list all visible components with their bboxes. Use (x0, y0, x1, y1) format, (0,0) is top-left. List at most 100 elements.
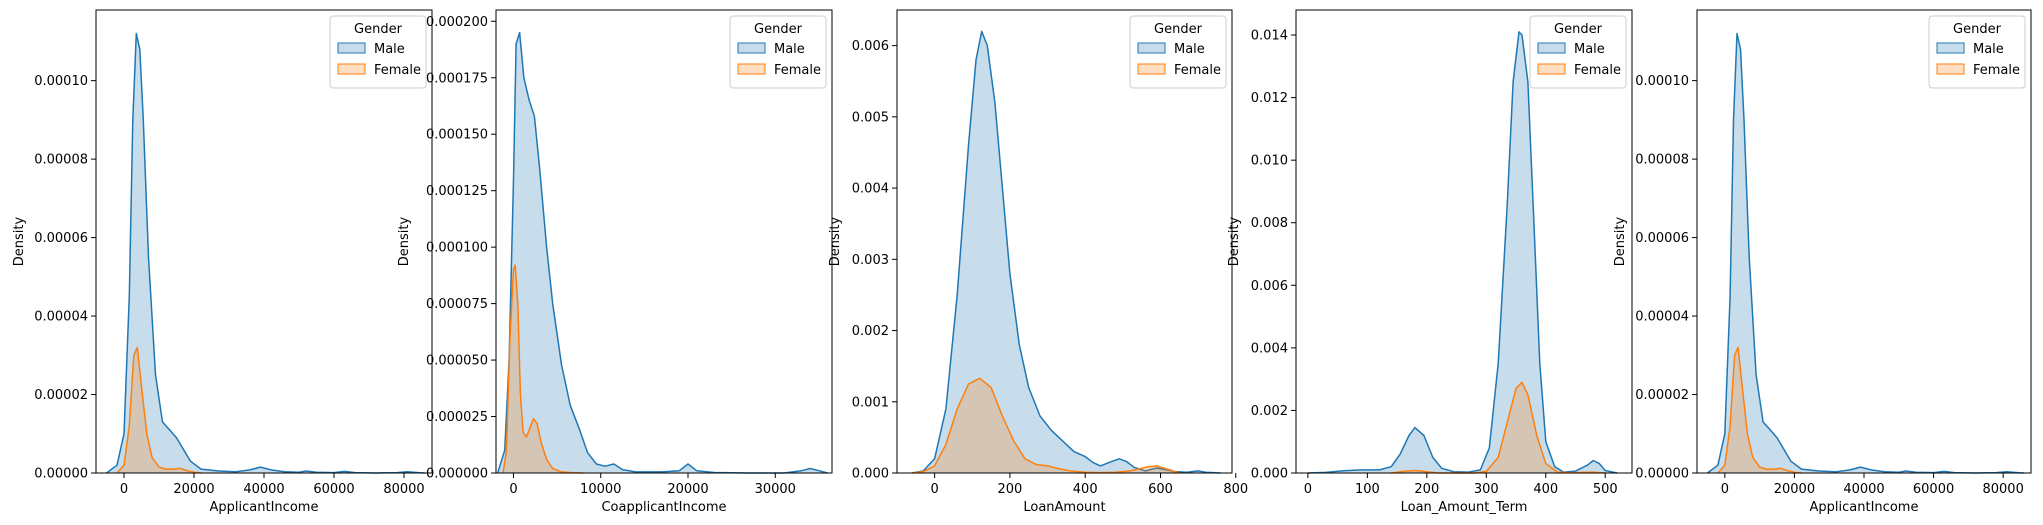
y-tick-label: 0.00006 (1635, 231, 1689, 246)
x-tick-label: 200 (998, 482, 1023, 497)
x-tick-label: 60000 (313, 482, 354, 497)
x-axis-label: Loan_Amount_Term (1401, 500, 1528, 515)
x-tick-label: 0 (120, 482, 128, 497)
chart-panel-4: 0.000 0.002 0.004 0.006 0.008 0.010 0.012 0.014… (1227, 9, 1633, 515)
y-tick-label: 0.006 (852, 39, 889, 54)
x-tick-label: 40000 (243, 482, 284, 497)
y-tick-label: 0.000025 (426, 410, 488, 425)
chart-panel-5: 0.00000 0.00002 0.00004 0.00006 0.00008 0.000… (1613, 9, 2032, 515)
legend-title: Gender (754, 22, 803, 37)
legend-title: Gender (1554, 22, 1603, 37)
y-axis-label: Density (12, 216, 27, 266)
y-tick-label: 0.000075 (426, 297, 488, 312)
density-line-male (1706, 32, 2025, 474)
x-tick-label: 0 (1304, 482, 1312, 497)
y-tick-label: 0.00008 (1635, 153, 1689, 168)
y-tick-label: 0.005 (852, 110, 889, 125)
y-tick-label: 0.003 (852, 253, 889, 268)
legend-swatch-male (1537, 42, 1566, 54)
legend-entry-male: Male (774, 42, 805, 57)
density-line-female (116, 346, 202, 474)
y-tick-label: 0.000 (852, 467, 889, 482)
y-tick-label: 0.004 (1251, 341, 1288, 356)
x-tick-label: 40000 (1843, 482, 1884, 497)
x-tick-label: 30000 (755, 482, 796, 497)
x-tick-label: 0 (1721, 482, 1729, 497)
x-tick-label: 500 (1593, 482, 1618, 497)
legend-entry-male: Male (1174, 42, 1205, 57)
legend-entry-male: Male (374, 42, 405, 57)
y-axis-label: Density (828, 216, 843, 266)
legend-entry-female: Female (774, 63, 821, 78)
legend-swatch-female (1537, 63, 1566, 75)
legend-entry-female: Female (374, 63, 421, 78)
y-axis-label: Density (1227, 216, 1242, 266)
legend-swatch-male (1137, 42, 1166, 54)
x-axis-label: ApplicantIncome (210, 500, 319, 515)
chart-panel-1: 0.00000 0.00002 0.00004 0.00006 0.00008 0.000… (12, 9, 433, 515)
y-axis-label: Density (397, 216, 412, 266)
density-line-female (912, 377, 1180, 474)
x-tick-label: 100 (1355, 482, 1380, 497)
y-tick-label: 0.00004 (34, 310, 88, 325)
axes-frame (896, 9, 1233, 474)
y-tick-label: 0.000175 (426, 71, 488, 86)
x-axis-label: LoanAmount (1023, 500, 1105, 515)
density-line-male (911, 30, 1221, 474)
legend: Gender Male Female (1529, 15, 1627, 89)
legend-title: Gender (1154, 22, 1203, 37)
density-line-male (1307, 31, 1618, 474)
x-axis-label: CoapplicantIncome (601, 500, 726, 515)
density-area-male (497, 32, 828, 473)
x-tick-label: 20000 (173, 482, 214, 497)
y-tick-label: 0.00010 (1635, 74, 1689, 89)
y-tick-label: 0.00002 (34, 388, 88, 403)
density-area-male (1307, 31, 1618, 474)
legend: Gender Male Female (1129, 15, 1227, 89)
legend-swatch-male (737, 42, 766, 54)
legend: Gender Male Female (729, 15, 827, 89)
y-tick-label: 0.000125 (426, 184, 488, 199)
x-tick-label: 400 (1073, 482, 1098, 497)
y-tick-label: 0.008 (1251, 216, 1288, 231)
x-tick-label: 600 (1148, 482, 1173, 497)
legend-box (729, 15, 827, 89)
legend-swatch-female (1137, 63, 1166, 75)
y-tick-label: 0.000 (1251, 467, 1288, 482)
legend-box (329, 15, 427, 89)
y-tick-label: 0.000000 (426, 467, 488, 482)
density-line-male (106, 32, 426, 474)
legend-title: Gender (1953, 22, 2002, 37)
y-tick-label: 0.000050 (426, 354, 488, 369)
legend-swatch-female (1936, 63, 1965, 75)
legend-swatch-male (1936, 42, 1965, 54)
x-axis-label: ApplicantIncome (1810, 500, 1919, 515)
axes-frame (1295, 9, 1633, 474)
chart-panel-3: 0.000 0.001 0.002 0.003 0.004 0.005 0.006 0 200 4… (828, 9, 1248, 515)
y-tick-label: 0.000100 (426, 241, 488, 256)
y-tick-label: 0.00004 (1635, 310, 1689, 325)
chart-panel-2: 0.000000 0.000025 0.000050 0.000075 0.000100… (397, 9, 833, 515)
density-area-male (912, 31, 1221, 474)
density-area-female (117, 347, 201, 473)
y-tick-label: 0.00000 (34, 467, 88, 482)
density-area-female (912, 378, 1180, 473)
density-area-male (1707, 33, 2024, 473)
density-line-female (1717, 346, 1802, 474)
y-tick-label: 0.001 (852, 395, 889, 410)
y-tick-label: 0.000150 (426, 128, 488, 143)
axes-frame (495, 9, 833, 474)
x-tick-label: 200 (1414, 482, 1439, 497)
legend: Gender Male Female (329, 15, 427, 89)
density-area-male (106, 33, 425, 473)
y-tick-label: 0.00006 (34, 231, 88, 246)
x-tick-label: 800 (1223, 482, 1248, 497)
legend-entry-female: Female (1174, 63, 1221, 78)
y-tick-label: 0.002 (1251, 404, 1288, 419)
y-axis-label: Density (1613, 216, 1628, 266)
x-tick-label: 20000 (667, 482, 708, 497)
y-tick-label: 0.002 (852, 324, 889, 339)
y-tick-label: 0.014 (1251, 29, 1288, 44)
legend-box (1928, 15, 2026, 89)
